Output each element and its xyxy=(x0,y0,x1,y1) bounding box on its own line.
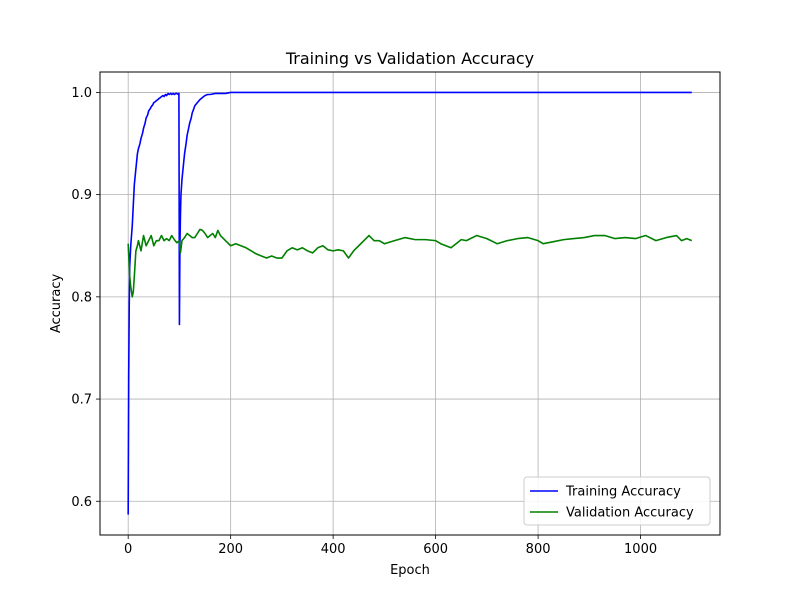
series-line-training xyxy=(127,91,692,515)
legend: Training Accuracy Validation Accuracy xyxy=(523,476,711,526)
y-tick-label: 0.8 xyxy=(71,290,92,305)
series-line-validation xyxy=(127,228,693,298)
y-tick-label: 0.6 xyxy=(71,495,92,510)
x-tick-label: 400 xyxy=(321,542,346,557)
x-tick-label: 1000 xyxy=(624,542,657,557)
chart-title: Training vs Validation Accuracy xyxy=(285,49,534,68)
series-layer xyxy=(127,91,693,515)
plot-frame xyxy=(99,71,721,536)
legend-label: Training Accuracy xyxy=(565,485,681,500)
x-tick-label: 200 xyxy=(218,542,243,557)
x-tick-label: 600 xyxy=(423,542,448,557)
x-tick-label: 800 xyxy=(526,542,551,557)
y-tick-label: 0.9 xyxy=(71,188,92,203)
x-axis: 0 200 400 600 800 1000 xyxy=(124,535,657,557)
x-tick-label: 0 xyxy=(124,542,132,557)
y-axis-label: Accuracy xyxy=(49,274,64,334)
legend-box xyxy=(523,476,711,526)
x-axis-label: Epoch xyxy=(390,563,430,578)
y-tick-label: 1.0 xyxy=(71,86,92,101)
y-axis: 0.6 0.7 0.8 0.9 1.0 xyxy=(71,86,100,510)
legend-label: Validation Accuracy xyxy=(566,506,694,521)
y-tick-label: 0.7 xyxy=(71,393,92,408)
